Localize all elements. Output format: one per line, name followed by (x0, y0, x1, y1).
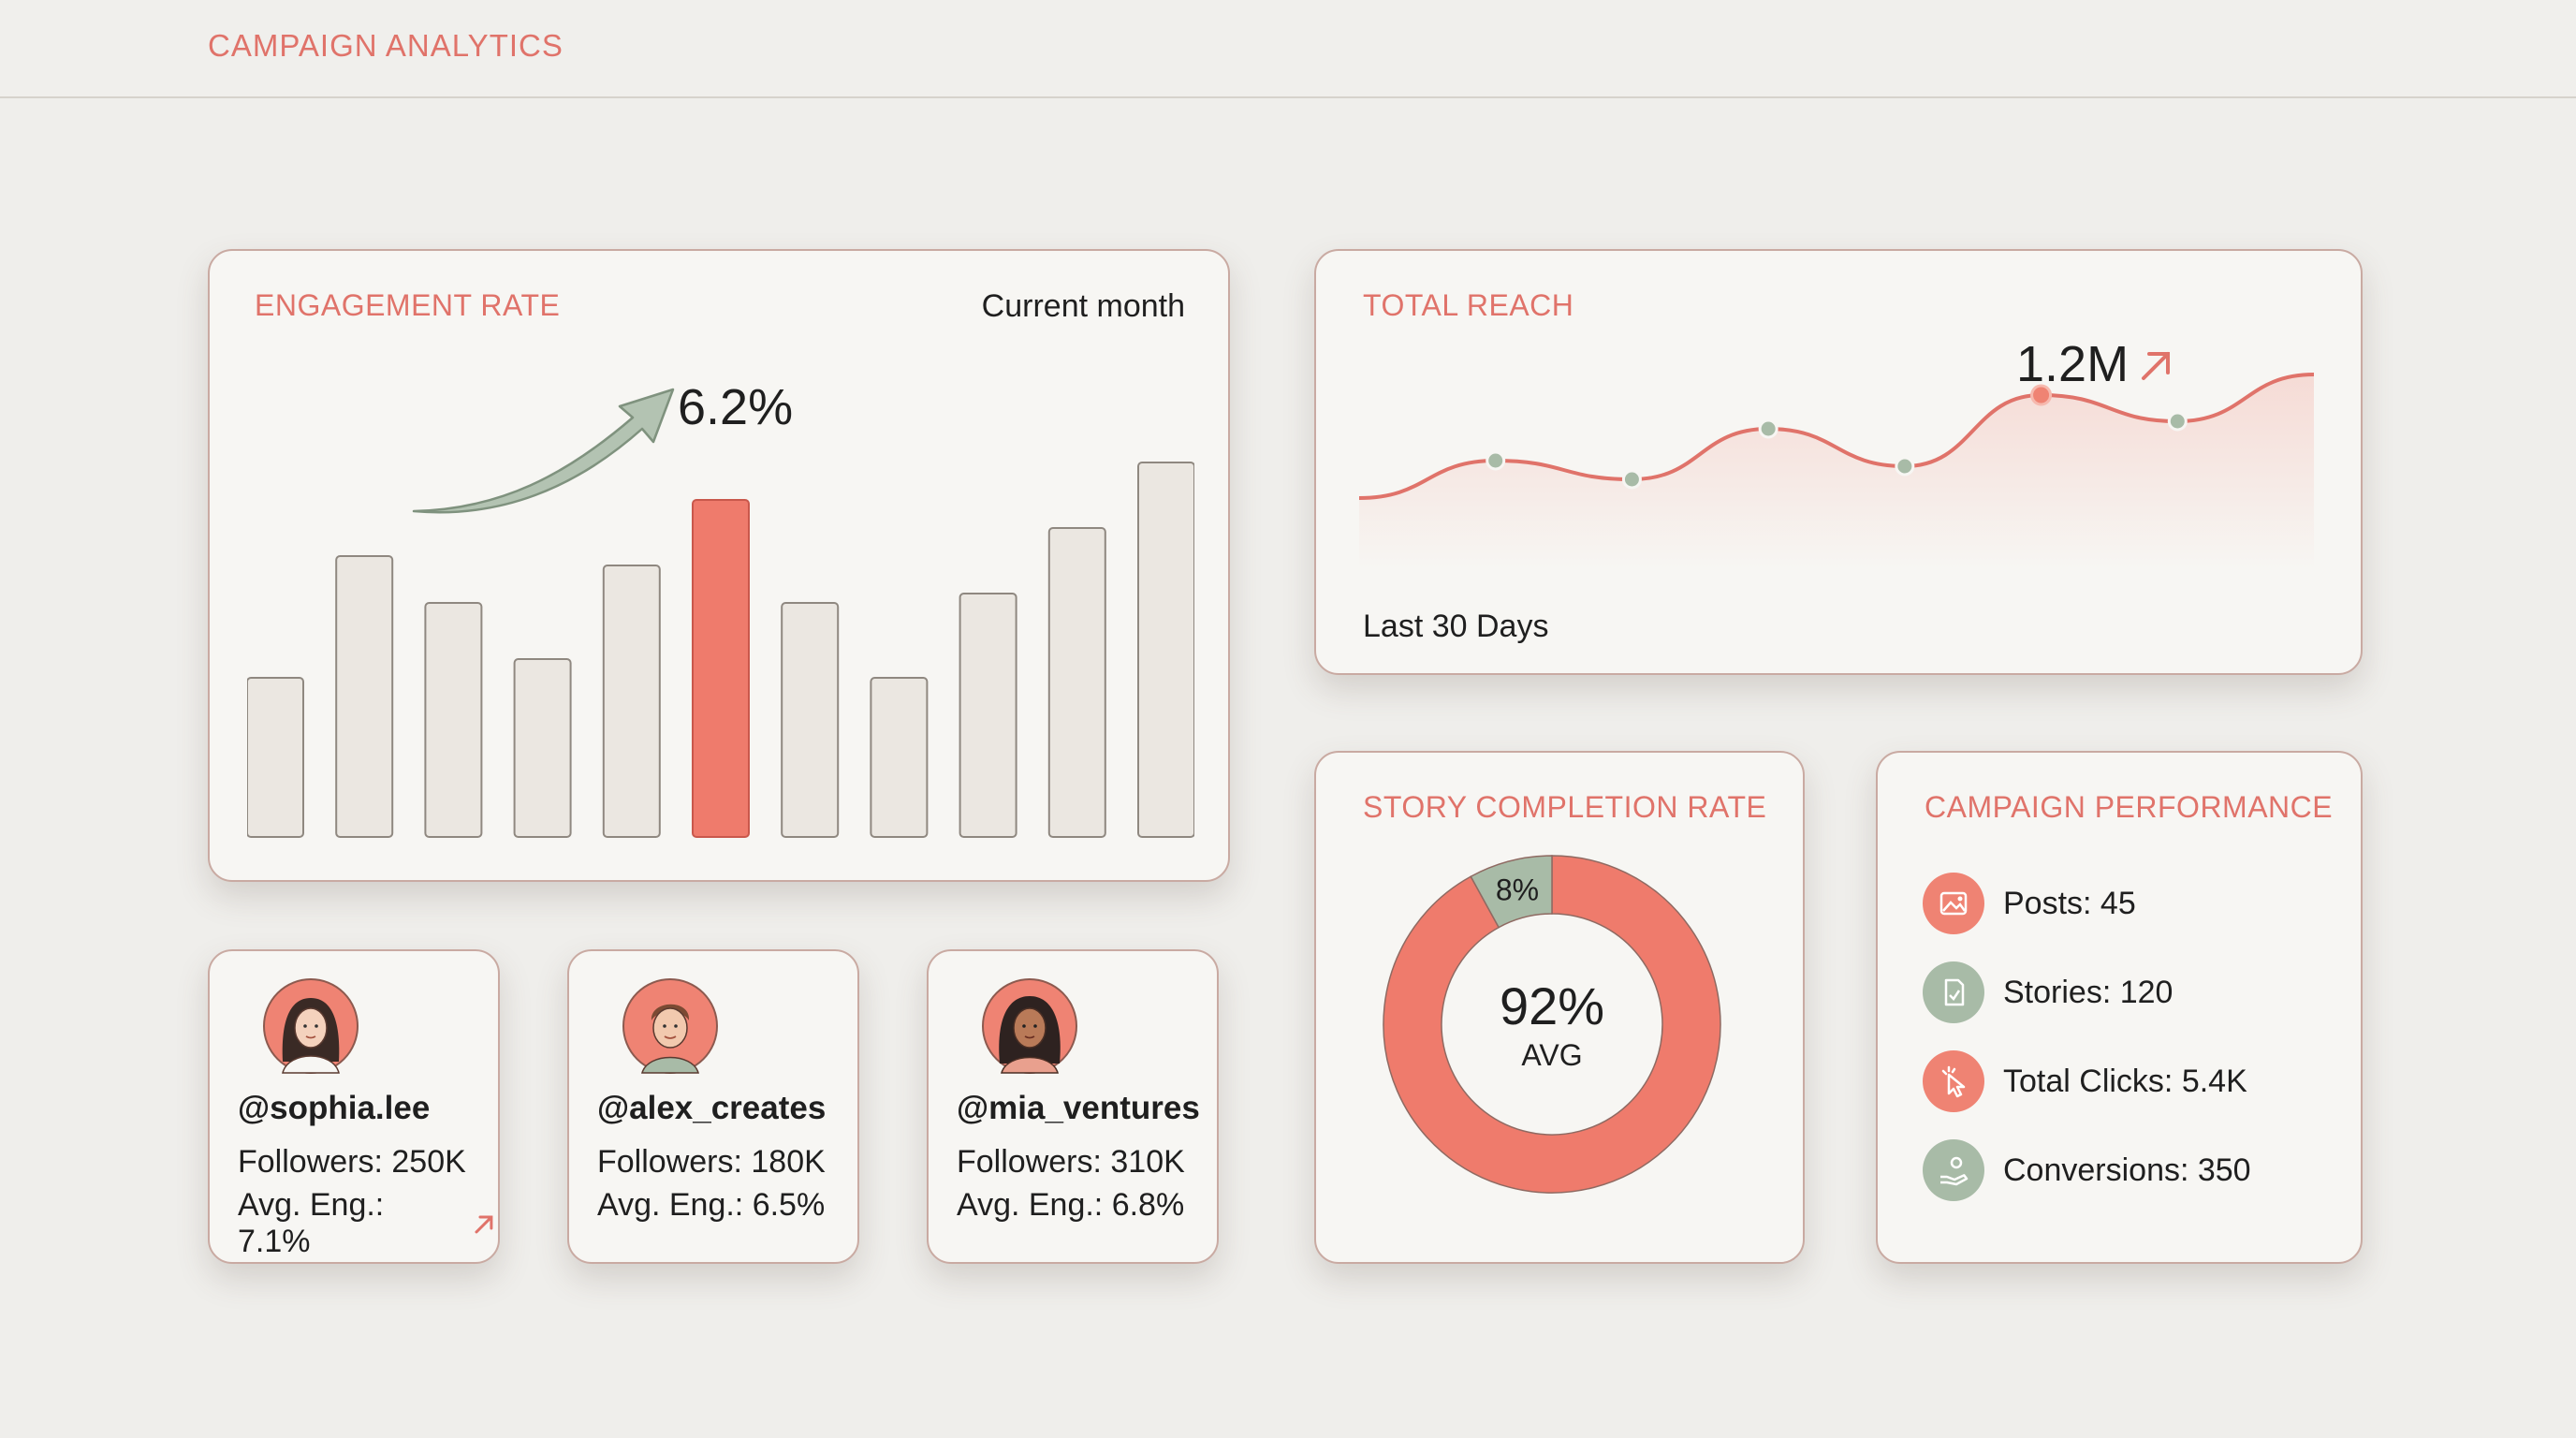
reach-point[interactable] (2167, 411, 2188, 432)
bar[interactable] (513, 658, 572, 838)
reach-area (1359, 374, 2314, 569)
story-completion-value: 92% (1499, 976, 1605, 1035)
influencer-engagement: Avg. Eng.: 6.8% (957, 1187, 1185, 1223)
bar-highlight[interactable] (692, 499, 750, 838)
top-bar: CAMPAIGN ANALYTICS (0, 0, 2576, 98)
reach-point[interactable] (1895, 456, 1915, 477)
influencer-followers: Followers: 180K (597, 1144, 826, 1180)
reach-point[interactable] (1486, 450, 1506, 471)
reach-line (1359, 373, 2314, 500)
campaign-performance-title: CAMPAIGN PERFORMANCE (1925, 790, 2334, 824)
total-reach-value: 1.2M (2016, 336, 2130, 392)
influencer-handle: @sophia.lee (238, 1090, 431, 1126)
total-reach-period: Last 30 Days (1363, 609, 1549, 644)
arrow-up-right-icon (475, 1215, 493, 1234)
engagement-bar-chart (247, 462, 1194, 838)
total-reach-card: TOTAL REACH 1.2M Last 30 Days (1314, 249, 2363, 675)
engagement-value: 6.2% (678, 379, 794, 435)
influencer-handle: @mia_ventures (957, 1090, 1200, 1126)
influencer-engagement: Avg. Eng.: 6.5% (597, 1187, 826, 1223)
total-reach-title: TOTAL REACH (1363, 288, 1574, 322)
image-icon (1923, 873, 1984, 934)
avatar (982, 978, 1077, 1074)
influencer-followers: Followers: 250K (238, 1144, 466, 1180)
perf-label: Conversions: 350 (2003, 1152, 2251, 1188)
perf-item-posts: Posts: 45 (1923, 873, 2136, 934)
bar[interactable] (424, 602, 483, 838)
influencer-card[interactable]: @alex_creates Followers: 180K Avg. Eng.:… (567, 949, 859, 1264)
campaign-performance-card: CAMPAIGN PERFORMANCE Posts: 45 Stories: … (1876, 751, 2363, 1264)
influencer-engagement: Avg. Eng.: 7.1% (238, 1187, 385, 1259)
story-completion-donut: 8% (1383, 855, 1721, 1194)
hand-coin-icon (1923, 1139, 1984, 1201)
story-icon (1923, 961, 1984, 1023)
bar[interactable] (1047, 527, 1106, 838)
story-completion-sub: AVG (1521, 1038, 1583, 1072)
reach-point-highlight[interactable] (2030, 384, 2053, 406)
reach-point[interactable] (1621, 469, 1642, 490)
story-completion-title: STORY COMPLETION RATE (1363, 790, 1767, 824)
influencer-card[interactable]: @sophia.lee Followers: 250K Avg. Eng.: 7… (208, 949, 500, 1264)
cursor-click-icon (1923, 1050, 1984, 1112)
donut-slice[interactable] (1383, 855, 1721, 1194)
bar[interactable] (247, 677, 304, 838)
perf-label: Posts: 45 (2003, 885, 2136, 921)
avatar (263, 978, 359, 1074)
perf-item-stories: Stories: 120 (1923, 961, 2173, 1023)
bar[interactable] (335, 555, 394, 838)
donut-slice-label: 8% (1496, 873, 1539, 907)
bar[interactable] (959, 593, 1017, 838)
engagement-rate-title: ENGAGEMENT RATE (255, 288, 561, 322)
perf-label: Stories: 120 (2003, 974, 2174, 1010)
influencer-handle: @alex_creates (597, 1090, 827, 1126)
perf-item-conversions: Conversions: 350 (1923, 1139, 2251, 1201)
perf-label: Total Clicks: 5.4K (2003, 1063, 2247, 1099)
bar[interactable] (602, 565, 661, 838)
bar[interactable] (1137, 462, 1194, 838)
story-completion-card: STORY COMPLETION RATE 8% 92% AVG (1314, 751, 1805, 1264)
perf-item-clicks: Total Clicks: 5.4K (1923, 1050, 2247, 1112)
bar[interactable] (781, 602, 840, 838)
total-reach-line-chart (1359, 373, 2314, 569)
donut-slice[interactable] (1470, 855, 1553, 929)
engagement-rate-card: ENGAGEMENT RATE Current month 6.2% (208, 249, 1230, 882)
influencer-card[interactable]: @mia_ventures Followers: 310K Avg. Eng.:… (927, 949, 1219, 1264)
engagement-period: Current month (981, 288, 1185, 324)
app-title: CAMPAIGN ANALYTICS (208, 28, 564, 63)
engagement-trend-arrow-icon (412, 388, 675, 514)
bar[interactable] (870, 677, 929, 838)
arrow-up-right-icon (2142, 352, 2170, 380)
reach-point[interactable] (1758, 418, 1778, 439)
influencer-followers: Followers: 310K (957, 1144, 1185, 1180)
avatar (622, 978, 718, 1074)
